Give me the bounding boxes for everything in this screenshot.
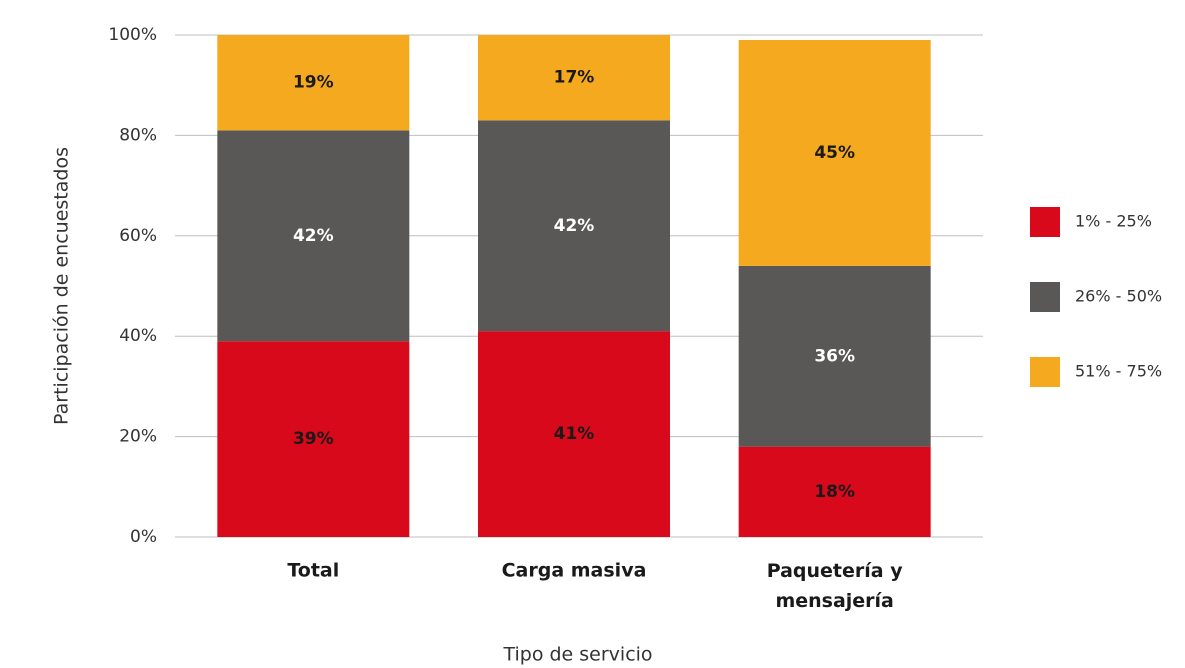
data-label: 45% <box>814 143 855 163</box>
bar-segment <box>217 35 410 131</box>
legend-label: 26% - 50% <box>1075 287 1162 306</box>
data-label: 17% <box>554 68 595 88</box>
legend-swatch <box>1030 357 1060 387</box>
bar-segment <box>478 331 670 537</box>
bar-segment <box>738 446 931 537</box>
bar-segment <box>478 35 670 121</box>
y-tick-label: 40% <box>119 326 157 346</box>
x-tick-label: Carga masiva <box>502 560 647 582</box>
data-label: 39% <box>293 429 334 449</box>
bar-segment <box>738 265 931 447</box>
bar-segment <box>478 120 670 332</box>
bar-segment <box>738 40 931 266</box>
y-axis-title: Participación de encuestados <box>51 147 73 425</box>
data-label: 41% <box>554 424 595 444</box>
data-label: 42% <box>554 216 595 236</box>
y-tick-label: 100% <box>108 25 157 45</box>
legend-swatch <box>1030 282 1060 312</box>
bar-segment <box>217 341 410 537</box>
legend-label: 1% - 25% <box>1075 212 1152 231</box>
legend-label: 51% - 75% <box>1075 362 1162 381</box>
y-tick-label: 60% <box>119 226 157 246</box>
data-label: 19% <box>293 73 334 93</box>
data-label: 18% <box>814 482 855 502</box>
y-tick-label: 80% <box>119 125 157 145</box>
y-tick-label: 0% <box>130 527 157 547</box>
x-tick-label: Total <box>287 560 339 582</box>
legend-swatch <box>1030 207 1060 237</box>
data-label: 36% <box>814 346 855 366</box>
x-axis-title: Tipo de servicio <box>502 644 652 666</box>
y-tick-label: 20% <box>119 427 157 447</box>
x-tick-label: Paquetería y mensajería <box>767 560 904 612</box>
data-label: 42% <box>293 226 334 246</box>
bar-segment <box>217 130 410 342</box>
